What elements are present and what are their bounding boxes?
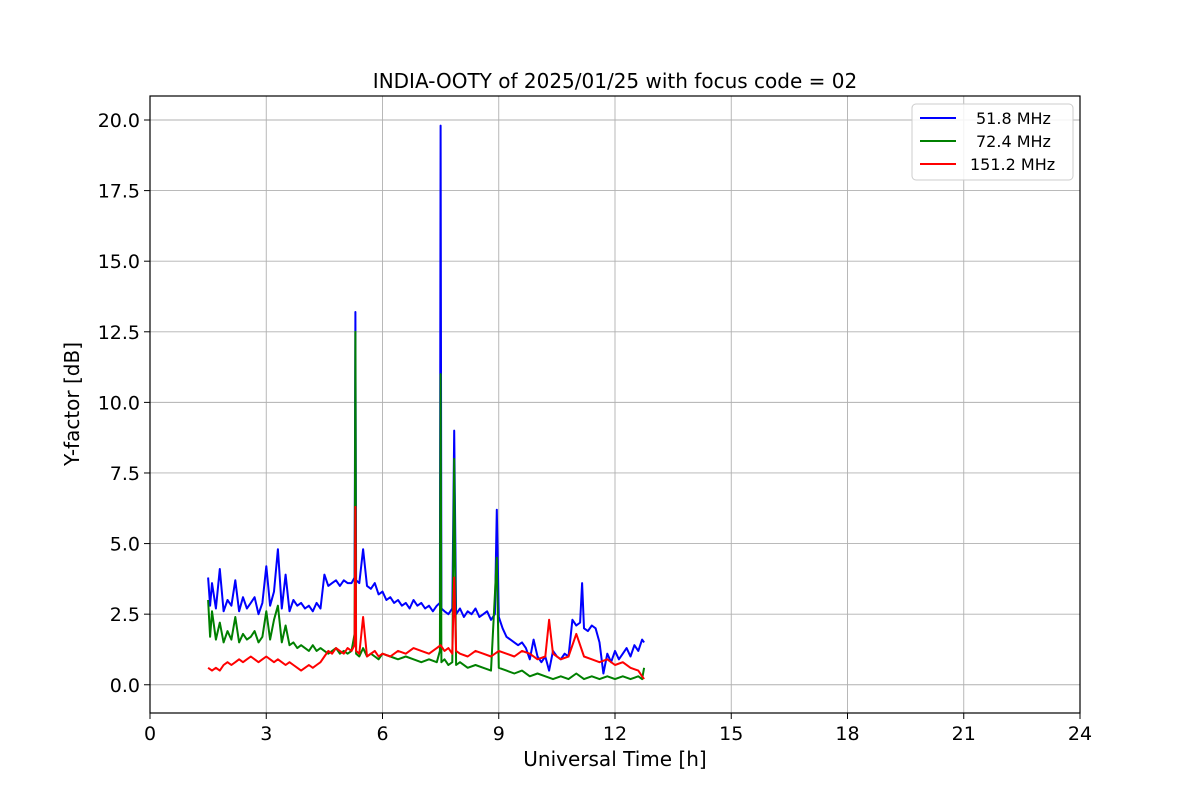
y-tick-label: 10.0: [98, 392, 140, 414]
legend-label-151-2: 151.2 MHz: [970, 155, 1055, 174]
legend-label-51-8: 51.8 MHz: [976, 109, 1051, 128]
x-tick-label: 12: [603, 723, 627, 745]
x-tick-label: 3: [260, 723, 272, 745]
y-tick-label: 17.5: [98, 181, 140, 203]
x-tick-label: 21: [952, 723, 976, 745]
y-tick-label: 7.5: [110, 463, 140, 485]
chart-title: INDIA-OOTY of 2025/01/25 with focus code…: [373, 69, 857, 93]
x-tick-label: 6: [376, 723, 388, 745]
y-tick-label: 2.5: [110, 604, 140, 626]
y-tick-label: 5.0: [110, 534, 140, 556]
x-tick-label: 18: [835, 723, 859, 745]
y-tick-label: 15.0: [98, 251, 140, 273]
legend-box: [911, 103, 1074, 181]
x-axis-label: Universal Time [h]: [523, 747, 706, 771]
series-layer: [207, 124, 646, 681]
x-tick-label: 24: [1068, 723, 1092, 745]
x-tick-label: 9: [493, 723, 505, 745]
y-axis: 0.0 2.5 5.0 7.5 10.0 12.5 15.0 17.5 20.0: [98, 110, 150, 697]
legend-label-72-4: 72.4 MHz: [976, 132, 1051, 151]
x-axis: 0 3 6 9 12 15 18 21 24: [144, 713, 1092, 745]
y-tick-label: 12.5: [98, 322, 140, 344]
x-tick-label: 0: [144, 723, 156, 745]
legend: 51.8 MHz 72.4 MHz 151.2 MHz: [911, 103, 1074, 181]
y-tick-label: 20.0: [98, 110, 140, 132]
y-tick-label: 0.0: [110, 675, 140, 697]
y-axis-label: Y-factor [dB]: [60, 342, 84, 467]
x-tick-label: 15: [719, 723, 743, 745]
series-line-51-8-mhz: [207, 124, 645, 675]
series-line-151-2-mhz: [207, 505, 645, 680]
